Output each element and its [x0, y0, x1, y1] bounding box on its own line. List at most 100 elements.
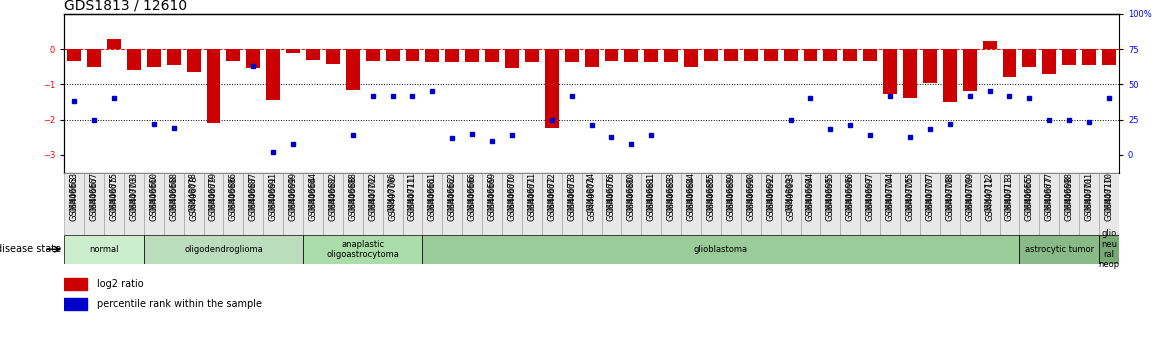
Bar [306, 49, 320, 60]
Text: GSM40692: GSM40692 [766, 176, 776, 221]
Bar [641, 172, 661, 235]
Text: GSM40691: GSM40691 [269, 176, 278, 221]
Bar [960, 172, 980, 235]
Bar [901, 172, 920, 235]
Bar [64, 298, 86, 310]
Bar [605, 49, 619, 61]
Text: glioblastoma: glioblastoma [694, 245, 748, 254]
Bar [1022, 49, 1036, 67]
Text: GSM40668: GSM40668 [169, 172, 179, 213]
Bar [485, 49, 499, 62]
Bar [881, 172, 901, 235]
Bar [665, 49, 679, 62]
Bar [760, 172, 780, 235]
Text: GSM40677: GSM40677 [1045, 176, 1054, 221]
Text: GSM40701: GSM40701 [1085, 172, 1093, 213]
Bar [183, 172, 203, 235]
Text: GSM40660: GSM40660 [150, 172, 159, 213]
Text: GSM40662: GSM40662 [447, 172, 457, 213]
Text: GSM40680: GSM40680 [627, 176, 635, 221]
Text: GSM40706: GSM40706 [388, 172, 397, 213]
Text: GDS1813 / 12610: GDS1813 / 12610 [64, 0, 187, 13]
Bar [164, 172, 183, 235]
Bar [1042, 49, 1056, 74]
Text: GSM40689: GSM40689 [726, 172, 736, 213]
Text: GSM40707: GSM40707 [925, 172, 934, 213]
Text: GSM40669: GSM40669 [487, 176, 496, 221]
Bar [804, 49, 818, 61]
Text: GSM40712: GSM40712 [985, 176, 994, 221]
Bar [385, 49, 399, 61]
Bar [482, 172, 502, 235]
Bar [544, 49, 558, 128]
Text: GSM40685: GSM40685 [707, 176, 716, 221]
Bar [147, 49, 161, 67]
Text: GSM40672: GSM40672 [548, 176, 556, 221]
Text: GSM40664: GSM40664 [308, 176, 318, 221]
Text: GSM40670: GSM40670 [507, 176, 516, 221]
Bar [64, 172, 84, 235]
Bar [625, 49, 639, 62]
Text: GSM40711: GSM40711 [408, 176, 417, 221]
Bar [564, 49, 578, 62]
Text: GSM40663: GSM40663 [70, 176, 78, 221]
Text: GSM40684: GSM40684 [687, 172, 696, 213]
Bar [704, 49, 718, 61]
Text: GSM40710: GSM40710 [1105, 176, 1113, 221]
Bar [88, 49, 102, 67]
Text: GSM40694: GSM40694 [806, 172, 815, 213]
Bar [246, 49, 260, 68]
Text: GSM40697: GSM40697 [865, 176, 875, 221]
Text: astrocytic tumor: astrocytic tumor [1024, 245, 1093, 254]
Text: GSM40676: GSM40676 [607, 172, 616, 213]
Bar [800, 172, 820, 235]
Bar [820, 172, 840, 235]
Bar [104, 172, 124, 235]
Bar [661, 172, 681, 235]
Bar [266, 49, 280, 100]
Text: GSM40676: GSM40676 [607, 176, 616, 221]
Text: GSM40686: GSM40686 [229, 176, 238, 221]
Bar [721, 172, 741, 235]
Bar [303, 235, 423, 264]
Bar [1000, 172, 1020, 235]
Bar [1099, 235, 1119, 264]
Text: GSM40665: GSM40665 [1024, 172, 1034, 213]
Text: GSM40713: GSM40713 [1004, 172, 1014, 213]
Text: GSM40666: GSM40666 [467, 176, 477, 221]
Bar [1020, 235, 1099, 264]
Text: GSM40671: GSM40671 [528, 176, 536, 221]
Bar [903, 49, 917, 98]
Text: GSM40707: GSM40707 [925, 176, 934, 221]
Bar [363, 172, 383, 235]
Bar [167, 49, 181, 65]
Bar [863, 49, 877, 61]
Text: disease state: disease state [0, 244, 64, 254]
Text: GSM40712: GSM40712 [985, 172, 994, 213]
Text: GSM40661: GSM40661 [427, 176, 437, 221]
Bar [684, 49, 698, 67]
Bar [343, 172, 363, 235]
Bar [741, 172, 760, 235]
Text: GSM40674: GSM40674 [588, 172, 596, 213]
Text: GSM40705: GSM40705 [905, 172, 915, 213]
Text: GSM40688: GSM40688 [348, 172, 357, 213]
Text: GSM40692: GSM40692 [766, 172, 776, 213]
Bar [405, 49, 419, 61]
Text: GSM40686: GSM40686 [229, 172, 238, 213]
Text: GSM40667: GSM40667 [90, 176, 98, 221]
Text: GSM40688: GSM40688 [348, 176, 357, 221]
Bar [982, 41, 996, 49]
Text: anaplastic
oligoastrocytoma: anaplastic oligoastrocytoma [326, 239, 399, 259]
Text: GSM40663: GSM40663 [70, 172, 78, 213]
Text: GSM40682: GSM40682 [328, 172, 338, 213]
Text: GSM40709: GSM40709 [965, 172, 974, 213]
Text: GSM40696: GSM40696 [846, 176, 855, 221]
Text: GSM40683: GSM40683 [667, 172, 676, 213]
Bar [1002, 49, 1016, 77]
Bar [425, 49, 439, 62]
Text: GSM40693: GSM40693 [786, 172, 795, 213]
Bar [346, 49, 360, 90]
Bar [127, 49, 141, 70]
Text: GSM40674: GSM40674 [588, 176, 596, 221]
